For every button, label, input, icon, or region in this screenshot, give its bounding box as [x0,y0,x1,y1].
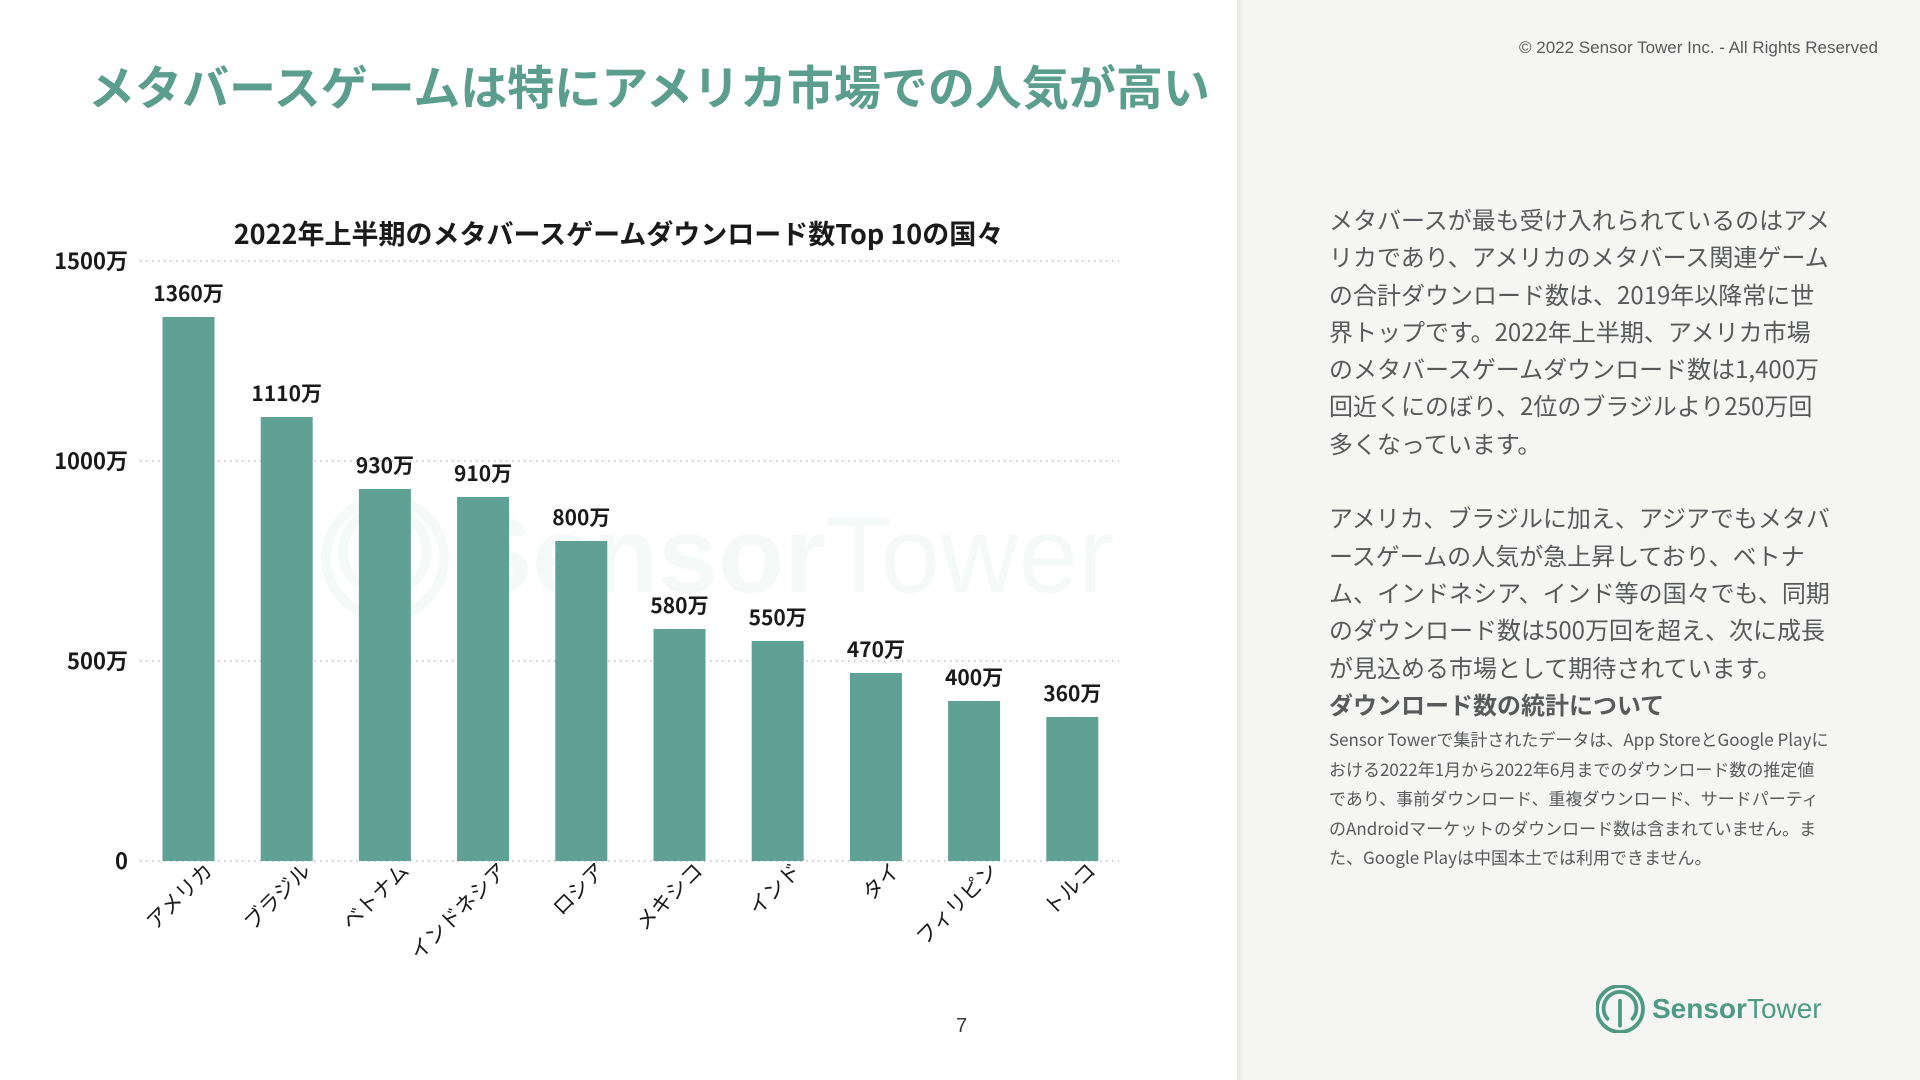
svg-text:360万: 360万 [1043,678,1101,708]
svg-text:580万: 580万 [650,590,708,620]
svg-text:フィリピン: フィリピン [909,856,1004,951]
svg-text:1500万: 1500万 [54,244,128,276]
svg-text:タイ: タイ [855,856,906,907]
svg-text:470万: 470万 [847,634,905,664]
svg-text:アメリカ: アメリカ [139,856,219,936]
svg-text:550万: 550万 [749,602,807,632]
svg-text:メキシコ: メキシコ [628,856,709,937]
svg-text:1360万: 1360万 [153,278,224,308]
svg-text:インドネシア: インドネシア [403,856,513,966]
svg-text:ベトナム: ベトナム [335,856,415,936]
svg-text:910万: 910万 [454,458,512,488]
svg-text:ロシア: ロシア [545,856,611,922]
svg-text:0: 0 [115,844,128,876]
svg-text:インド: インド [741,856,807,922]
svg-text:トルコ: トルコ [1036,856,1101,921]
svg-text:930万: 930万 [356,450,414,480]
svg-text:400万: 400万 [945,662,1003,692]
svg-text:1110万: 1110万 [251,378,322,408]
svg-text:SensorTower: SensorTower [1652,993,1822,1024]
svg-text:1000万: 1000万 [54,444,128,476]
svg-text:500万: 500万 [67,644,128,676]
svg-text:800万: 800万 [552,502,610,532]
svg-text:ブラジル: ブラジル [237,856,317,936]
